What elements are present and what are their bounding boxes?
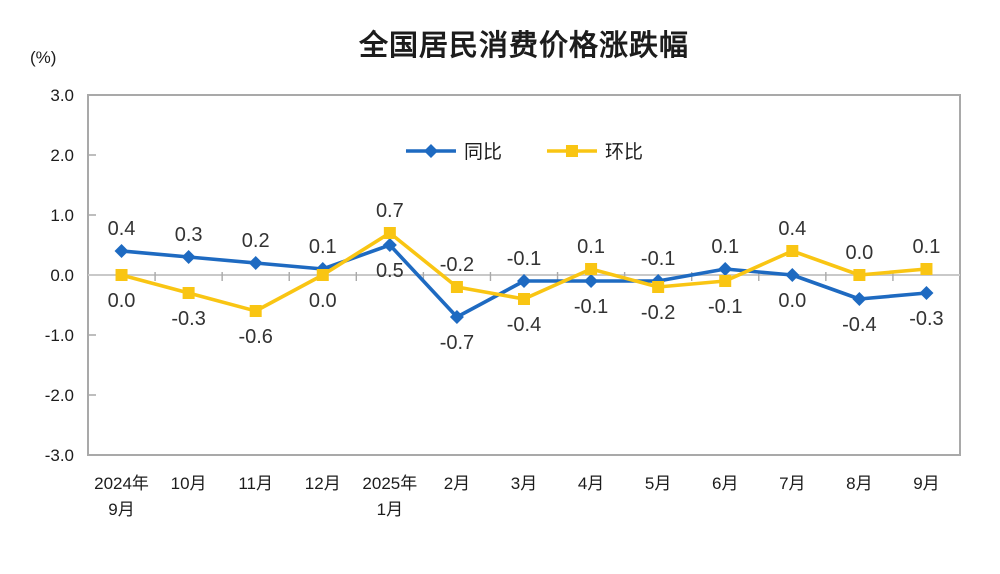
x-axis-label: 8月 [846,474,872,493]
mom-marker [585,263,598,275]
yoy-marker [181,250,196,264]
legend: 同比 环比 [405,137,643,164]
mom-data-label: -0.2 [641,302,675,324]
mom-data-label: 0.1 [577,236,605,258]
y-tick-label: -3.0 [45,446,74,465]
y-tick-label: 3.0 [50,86,74,105]
yoy-data-label: 0.0 [778,290,806,312]
x-axis-label: 9月 [913,474,939,493]
yoy-marker [114,244,129,258]
mom-data-label: -0.4 [507,314,541,336]
mom-marker [853,269,866,281]
yoy-data-label: -0.4 [842,314,876,336]
yoy-marker [919,286,934,300]
yoy-data-label: 0.4 [108,218,136,240]
mom-marker [920,263,933,275]
x-axis-label: 5月 [645,474,671,493]
mom-marker [249,305,262,317]
yoy-data-label: 0.3 [175,224,203,246]
x-axis-label: 1月 [377,500,403,519]
yoy-marker [785,268,800,282]
mom-legend-marker-icon [547,144,597,157]
yoy-data-label: -0.7 [440,332,474,354]
yoy-data-label: -0.1 [574,296,608,318]
mom-marker [316,269,329,281]
mom-marker [383,227,396,239]
yoy-marker [517,274,531,288]
yoy-marker [584,274,599,288]
mom-data-label: -0.2 [440,254,474,276]
mom-data-label: 0.1 [913,236,941,258]
y-tick-label: -1.0 [45,326,74,345]
x-axis-label: 3月 [511,474,537,493]
x-axis-label: 2024年 [94,474,149,493]
yoy-data-label: 0.5 [376,260,404,282]
yoy-legend-diamond-icon [423,143,438,158]
mom-marker [518,293,530,305]
mom-marker [182,287,195,299]
x-axis-label: 6月 [712,474,738,493]
y-axis-unit-label: (%) [30,48,57,67]
x-axis-label: 2025年 [362,474,417,493]
mom-legend-square-icon [566,144,578,157]
y-tick-label: 0.0 [50,266,74,285]
mom-marker [450,281,463,293]
legend-item-yoy: 同比 [405,137,502,164]
yoy-marker [248,256,263,270]
mom-data-label: -0.3 [171,308,205,330]
mom-data-label: 0.7 [376,200,404,222]
legend-label-yoy: 同比 [463,142,502,163]
x-axis-label: 4月 [578,474,604,493]
yoy-legend-marker-icon [405,143,456,158]
x-axis-label: 12月 [305,474,341,493]
legend-label-mom: 环比 [605,142,644,163]
mom-data-label: -0.1 [708,296,742,318]
yoy-data-label: 0.1 [309,236,337,258]
yoy-marker [852,292,867,306]
x-axis-label: 10月 [171,474,207,493]
mom-marker [786,245,799,257]
mom-marker [115,269,128,281]
yoy-data-label: -0.1 [641,248,675,270]
mom-marker [719,275,732,287]
mom-data-label: 0.4 [778,218,806,240]
x-axis-label: 9月 [108,500,134,519]
x-axis-label: 7月 [779,474,805,493]
yoy-data-label: 0.2 [242,230,270,252]
yoy-marker [382,238,397,252]
mom-data-label: 0.0 [309,290,337,312]
yoy-marker [449,310,464,324]
y-tick-label: -2.0 [45,386,74,405]
legend-item-mom: 环比 [546,137,643,164]
mom-data-label: 0.0 [108,290,136,312]
x-axis-label: 2月 [444,474,470,493]
yoy-data-label: -0.3 [909,308,943,330]
chart-title: 全国居民消费价格涨跌幅 [358,30,690,62]
yoy-data-label: 0.1 [711,236,739,258]
y-tick-label: 2.0 [50,146,74,165]
yoy-marker [718,262,733,276]
mom-data-label: 0.0 [845,242,873,264]
x-axis-label: 11月 [238,474,273,493]
y-tick-label: 1.0 [50,206,74,225]
mom-marker [652,281,665,293]
mom-data-label: -0.6 [238,326,272,348]
yoy-data-label: -0.1 [507,248,541,270]
